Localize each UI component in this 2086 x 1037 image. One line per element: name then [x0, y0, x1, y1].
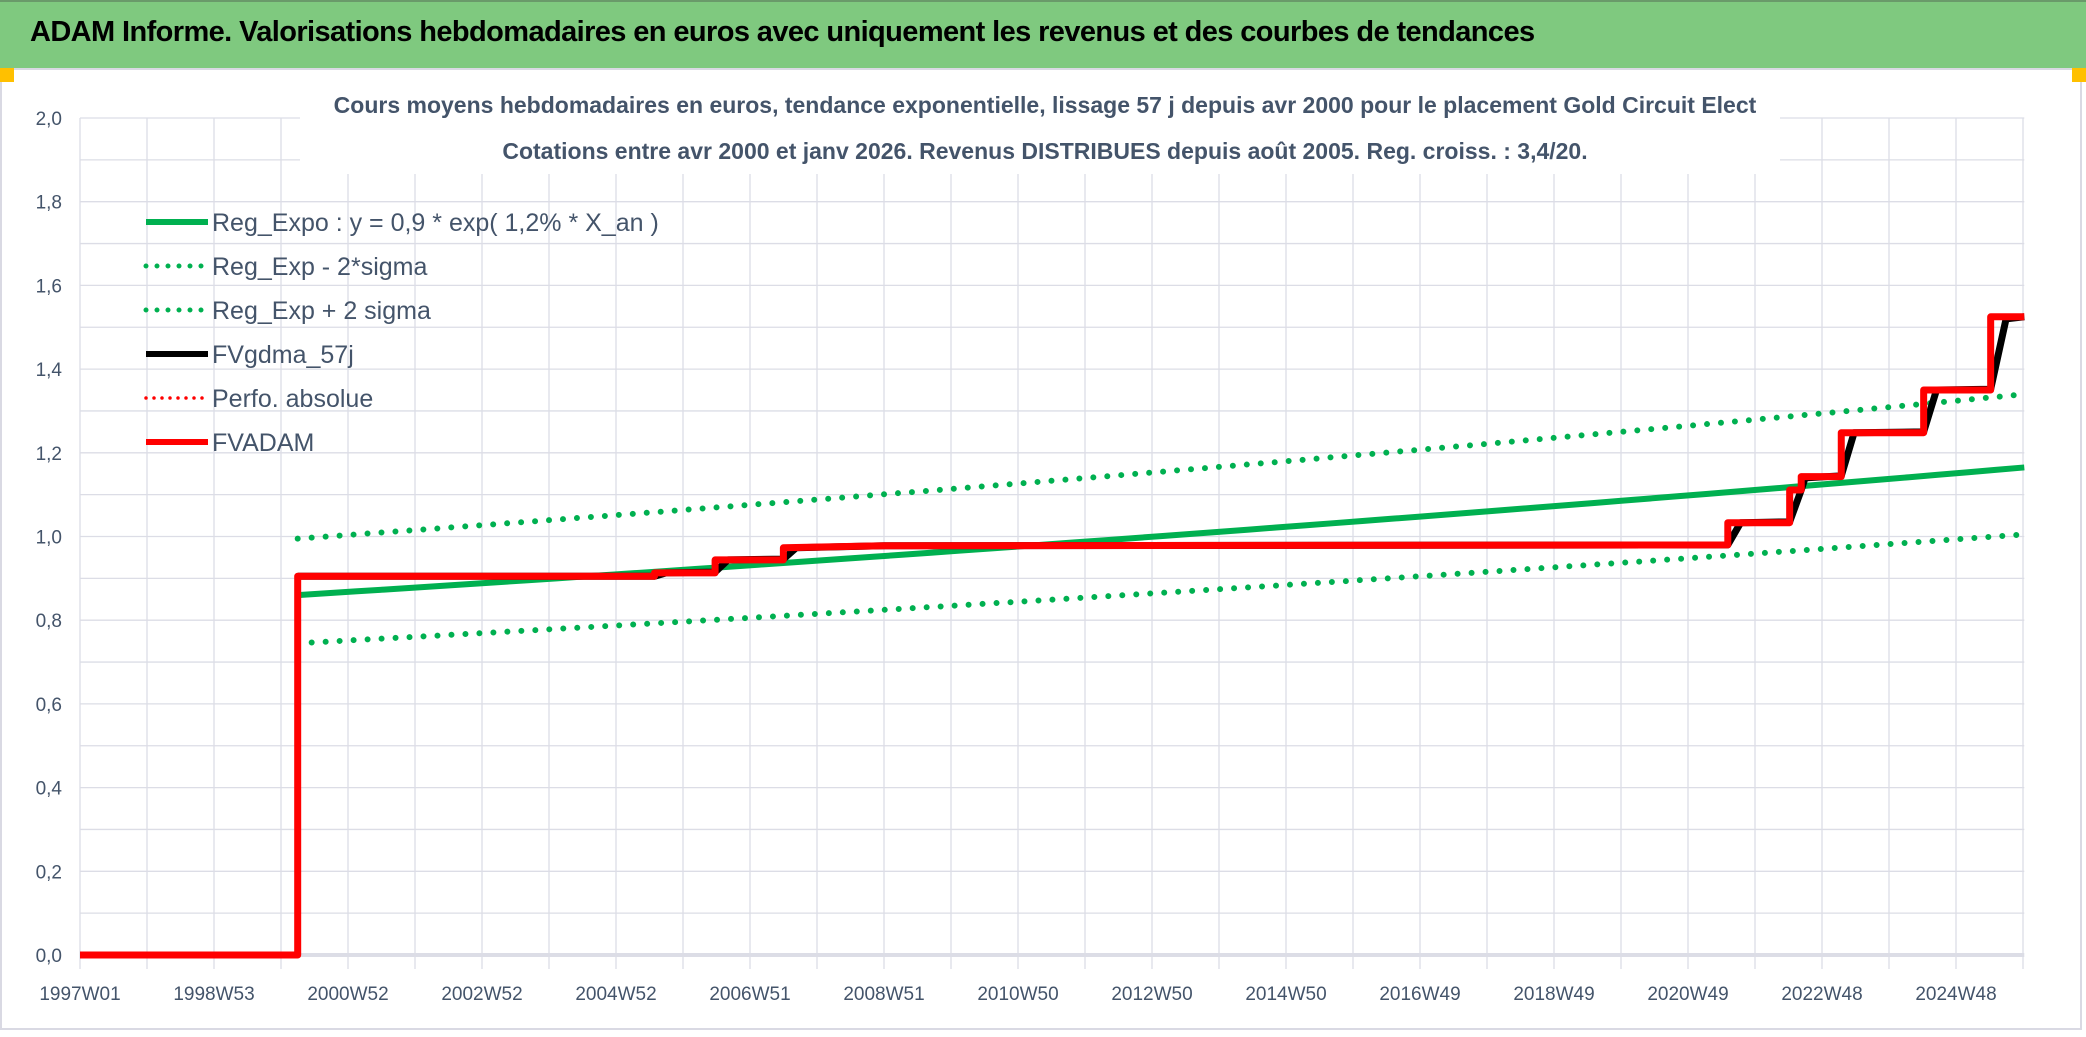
y-tick-label: 1,0 — [36, 528, 62, 549]
x-tick-label: 2022W48 — [1781, 984, 1862, 1005]
resize-handle[interactable] — [0, 68, 14, 82]
x-tick-label: 2000W52 — [307, 984, 388, 1005]
resize-handle[interactable] — [2072, 68, 2086, 82]
chart-title: Cours moyens hebdomadaires en euros, ten… — [334, 92, 1757, 118]
x-tick-label: 2012W50 — [1111, 984, 1192, 1005]
x-tick-label: 2002W52 — [441, 984, 522, 1005]
series-lines — [80, 313, 2028, 959]
x-tick-label: 2018W49 — [1513, 984, 1594, 1005]
report-title-bar: ADAM Informe. Valorisations hebdomadaire… — [0, 0, 2086, 68]
legend-label: Reg_Exp + 2 sigma — [212, 297, 431, 325]
x-tick-label: 1998W53 — [173, 984, 254, 1005]
x-tick-label: 2024W48 — [1915, 984, 1996, 1005]
x-tick-label: 2016W49 — [1379, 984, 1460, 1005]
y-tick-label: 0,6 — [36, 695, 62, 716]
legend-label: Reg_Exp - 2*sigma — [212, 253, 427, 281]
x-tick-label: 1997W01 — [39, 984, 120, 1005]
legend-label: Reg_Expo : y = 0,9 * exp( 1,2% * X_an ) — [212, 209, 659, 237]
y-tick-label: 0,0 — [36, 946, 62, 967]
legend-label: FVgdma_57j — [212, 341, 354, 369]
chart-frame — [0, 68, 2082, 1030]
y-tick-label: 1,4 — [36, 360, 63, 381]
report-title: ADAM Informe. Valorisations hebdomadaire… — [30, 16, 1535, 48]
y-tick-label: 1,8 — [36, 193, 62, 214]
x-tick-label: 2014W50 — [1245, 984, 1326, 1005]
x-tick-label: 2008W51 — [843, 984, 924, 1005]
y-tick-label: 2,0 — [36, 109, 62, 130]
y-tick-label: 0,4 — [36, 779, 63, 800]
x-tick-label: 2004W52 — [575, 984, 656, 1005]
x-axis-ticks: 1997W01 1998W53 2000W52 2002W52 2004W52 2006W… — [39, 984, 1996, 1005]
y-tick-label: 1,6 — [36, 276, 62, 297]
y-tick-label: 0,2 — [36, 862, 62, 883]
series-line-reg-exp — [294, 531, 2028, 647]
series-line-reg-exp — [294, 391, 2028, 542]
y-tick-label: 1,2 — [36, 444, 62, 465]
legend-label: FVADAM — [212, 429, 314, 457]
x-tick-label: 2010W50 — [977, 984, 1058, 1005]
legend-label: Perfo. absolue — [212, 385, 373, 413]
legend: Reg_Expo : y = 0,9 * exp( 1,2% * X_an ) R… — [143, 209, 659, 457]
y-tick-label: 0,8 — [36, 611, 62, 632]
x-tick-label: 2020W49 — [1647, 984, 1728, 1005]
y-axis-ticks: 0,0 0,2 0,4 0,6 0,8 1,0 1,2 1,4 1,6 1,8 2,0 — [36, 109, 63, 967]
x-tick-label: 2006W51 — [709, 984, 790, 1005]
series-line-fvadam — [80, 313, 2025, 959]
title-background — [300, 84, 1780, 174]
chart-subtitle: Cotations entre avr 2000 et janv 2026. R… — [502, 138, 1587, 164]
